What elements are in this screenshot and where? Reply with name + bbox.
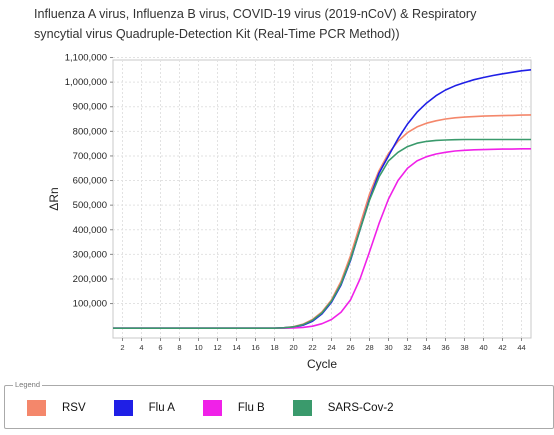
- series-line-sars-cov-2: [113, 138, 531, 330]
- y-tick-label: 900,000: [73, 102, 107, 113]
- plot-area-border: [112, 59, 532, 339]
- y-tick-label: 300,000: [73, 249, 107, 260]
- legend-label-sars-cov-2: SARS-Cov-2: [327, 402, 394, 414]
- x-tick-label: 12: [213, 343, 221, 352]
- x-tick-label: 10: [194, 343, 202, 352]
- x-tick-label: 8: [177, 343, 181, 352]
- y-tick-label: 200,000: [73, 274, 107, 285]
- x-tick-label: 42: [498, 343, 506, 352]
- x-tick-label: 6: [158, 343, 162, 352]
- legend-label-flu-b: Flu B: [237, 402, 265, 414]
- x-tick-label: 32: [403, 343, 411, 352]
- legend-label-flu-a: Flu A: [148, 402, 175, 414]
- x-tick-label: 24: [327, 343, 335, 352]
- x-tick-label: 2: [120, 343, 124, 352]
- y-tick-label: 600,000: [73, 176, 107, 187]
- grid: [113, 57, 531, 338]
- legend: Legend RSV Flu A Flu B SARS-Cov-2: [4, 379, 554, 429]
- legend-items: RSV Flu A Flu B SARS-Cov-2: [27, 400, 422, 416]
- y-tick-label: 400,000: [73, 225, 107, 236]
- legend-caption: Legend: [13, 379, 43, 391]
- x-tick-label: 16: [251, 343, 259, 352]
- x-tick-label: 14: [232, 343, 240, 352]
- chart-title-line-1: Influenza A virus, Influenza B virus, CO…: [34, 7, 477, 21]
- series-lines: [113, 69, 532, 330]
- x-tick-label: 28: [365, 343, 373, 352]
- y-tick-label: 100,000: [73, 299, 107, 310]
- y-tick-label: 1,100,000: [65, 53, 107, 64]
- x-tick-label: 38: [460, 343, 468, 352]
- x-tick-label: 22: [308, 343, 316, 352]
- y-tick-label: 500,000: [73, 200, 107, 211]
- x-tick-label: 20: [289, 343, 297, 352]
- x-tick-label: 34: [422, 343, 430, 352]
- x-tick-label: 44: [517, 343, 525, 352]
- y-tick-label: 700,000: [73, 151, 107, 162]
- x-axis-label: Cycle: [307, 357, 337, 371]
- y-tick-label: 1,000,000: [65, 77, 107, 88]
- legend-item-rsv: RSV: [27, 400, 86, 416]
- x-tick-label: 4: [139, 343, 143, 352]
- chart-title: Influenza A virus, Influenza B virus, CO…: [34, 4, 544, 44]
- legend-item-flu-b: Flu B: [202, 400, 265, 416]
- x-tick-label: 26: [346, 343, 354, 352]
- legend-swatch-sars-cov-2: [292, 400, 312, 416]
- y-tick-label: 800,000: [73, 126, 107, 137]
- axis-ticks: 2 4 6 8 10 12 14 16 18 20 22 24 26 28 30 32 34 36 38 40 42 44…: [65, 53, 526, 352]
- chart-title-line-2: syncytial virus Quadruple-Detection Kit …: [34, 27, 400, 41]
- y-axis-label: ΔRn: [47, 187, 61, 210]
- legend-item-sars-cov-2: SARS-Cov-2: [292, 400, 394, 416]
- amplification-chart: 2 4 6 8 10 12 14 16 18 20 22 24 26 28 30 32 34 36 38 40 42 44…: [47, 53, 532, 371]
- x-tick-label: 40: [479, 343, 487, 352]
- x-tick-label: 30: [384, 343, 392, 352]
- x-tick-label: 36: [441, 343, 449, 352]
- legend-label-rsv: RSV: [62, 402, 86, 414]
- legend-item-flu-a: Flu A: [113, 400, 175, 416]
- legend-swatch-flu-a: [113, 400, 133, 416]
- x-tick-label: 18: [270, 343, 278, 352]
- legend-swatch-flu-b: [202, 400, 222, 416]
- legend-swatch-rsv: [27, 400, 46, 416]
- series-line-flu-b: [113, 148, 531, 330]
